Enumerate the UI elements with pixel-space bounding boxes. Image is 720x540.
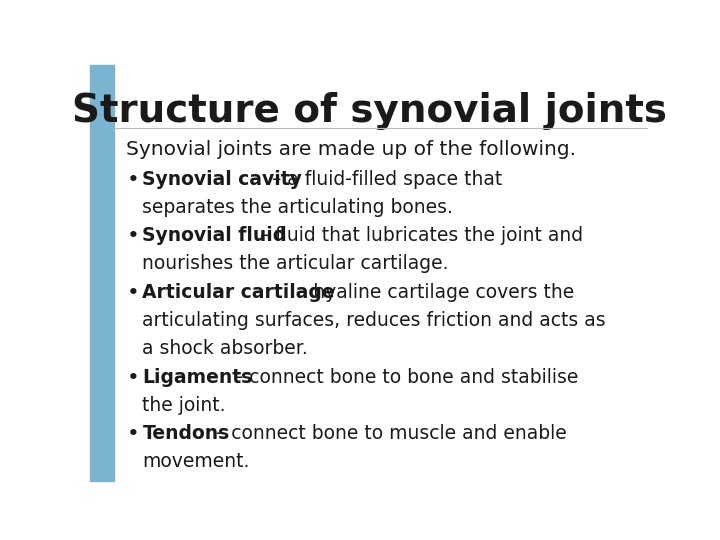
- Text: – connect bone to muscle and enable: – connect bone to muscle and enable: [210, 424, 567, 443]
- Text: Structure of synovial joints: Structure of synovial joints: [71, 92, 667, 130]
- Text: Synovial cavity: Synovial cavity: [143, 170, 302, 188]
- Text: •: •: [127, 226, 140, 246]
- Text: movement.: movement.: [143, 453, 250, 471]
- Text: •: •: [127, 170, 140, 190]
- Text: •: •: [127, 424, 140, 444]
- Text: Synovial fluid: Synovial fluid: [143, 226, 287, 245]
- Bar: [90, 65, 114, 481]
- Text: articulating surfaces, reduces friction and acts as: articulating surfaces, reduces friction …: [143, 311, 606, 330]
- Text: separates the articulating bones.: separates the articulating bones.: [143, 198, 454, 217]
- Text: – connect bone to bone and stabilise: – connect bone to bone and stabilise: [228, 368, 578, 387]
- Text: the joint.: the joint.: [143, 396, 226, 415]
- Text: •: •: [127, 282, 140, 303]
- Text: – fluid that lubricates the joint and: – fluid that lubricates the joint and: [254, 226, 583, 245]
- Text: Articular cartilage: Articular cartilage: [143, 282, 335, 302]
- Text: a shock absorber.: a shock absorber.: [143, 339, 308, 358]
- Text: Ligaments: Ligaments: [143, 368, 253, 387]
- Text: Synovial joints are made up of the following.: Synovial joints are made up of the follo…: [126, 140, 576, 159]
- Text: Tendons: Tendons: [143, 424, 230, 443]
- Text: – a fluid-filled space that: – a fluid-filled space that: [266, 170, 503, 188]
- Text: nourishes the articular cartilage.: nourishes the articular cartilage.: [143, 254, 449, 273]
- Text: •: •: [127, 368, 140, 388]
- Text: – hyaline cartilage covers the: – hyaline cartilage covers the: [292, 282, 574, 302]
